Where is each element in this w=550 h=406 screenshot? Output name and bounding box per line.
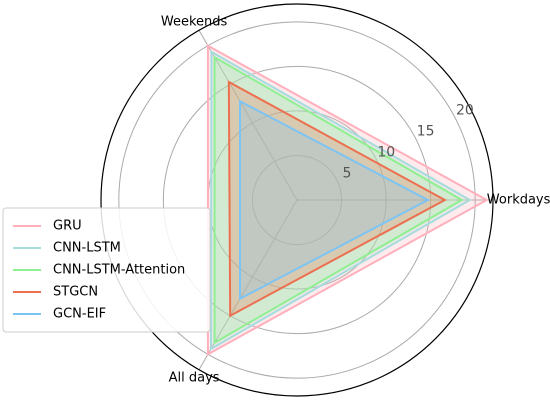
radar-area [210, 50, 472, 351]
legend-label: GRU [53, 219, 82, 234]
legend-label: STGCN [53, 285, 98, 300]
category-label: All days [169, 371, 220, 386]
radar-area [227, 80, 447, 318]
legend: GRU CNN-LSTM CNN-LSTM-Attention STGCN GCN-EI… [2, 207, 211, 333]
r-tick-label: 5 [342, 165, 351, 181]
radar-area [206, 43, 489, 357]
r-tick-label: 10 [377, 145, 395, 161]
legend-label: CNN-LSTM [53, 241, 121, 256]
category-label: Weekends [161, 14, 228, 29]
radar-area [213, 55, 464, 345]
category-label: Workdays [487, 193, 550, 208]
legend-box [2, 207, 211, 333]
r-tick-label: 15 [417, 124, 435, 140]
r-tick-label: 20 [456, 103, 474, 119]
legend-label: CNN-LSTM-Attention [53, 263, 185, 278]
outer-circle [100, 3, 494, 397]
legend-label: GCN-EIF [53, 307, 106, 322]
radar-area [238, 99, 431, 301]
